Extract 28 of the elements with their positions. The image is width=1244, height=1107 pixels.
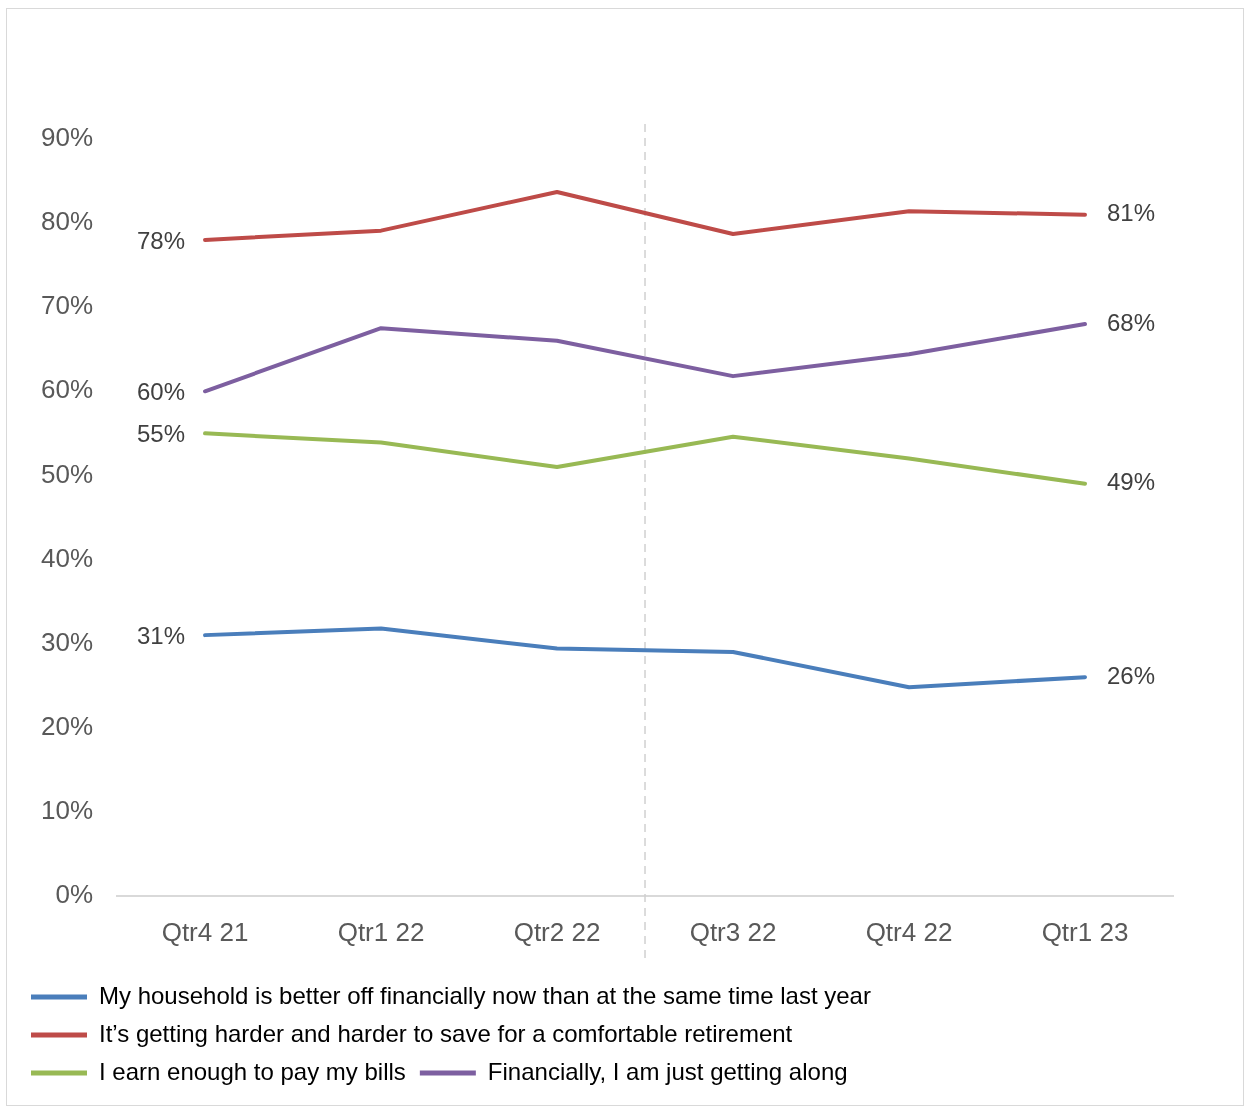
legend-label: It’s getting harder and harder to save for a comfortable retirement <box>99 1019 793 1047</box>
data-label: 81% <box>1107 199 1156 227</box>
data-label: 60% <box>136 377 186 405</box>
legend-label: My household is better off financially now than at the same time last year <box>99 981 871 1009</box>
y-tick-label: 80% <box>40 206 94 237</box>
y-tick-label: 50% <box>40 458 94 489</box>
y-tick-label: 0% <box>55 878 94 909</box>
x-tick-label: Qtr1 23 <box>1041 916 1129 947</box>
x-tick-label: Qtr4 21 <box>161 916 249 947</box>
y-tick-label: 20% <box>40 710 94 741</box>
y-tick-label: 40% <box>40 542 94 573</box>
data-label: 68% <box>1107 308 1156 336</box>
legend-label: I earn enough to pay my bills <box>99 1057 406 1085</box>
y-tick-label: 30% <box>40 626 94 657</box>
data-label: 31% <box>136 621 186 649</box>
y-tick-label: 90% <box>40 122 94 153</box>
y-tick-label: 70% <box>40 290 94 321</box>
x-tick-label: Qtr3 22 <box>689 916 777 947</box>
x-tick-label: Qtr2 22 <box>513 916 601 947</box>
y-tick-label: 10% <box>40 794 94 825</box>
x-tick-label: Qtr4 22 <box>865 916 953 947</box>
data-label: 78% <box>136 226 186 254</box>
legend-label: Financially, I am just getting along <box>487 1057 848 1085</box>
data-label: 49% <box>1107 468 1156 496</box>
x-tick-label: Qtr1 22 <box>337 916 425 947</box>
data-label: 26% <box>1107 661 1156 689</box>
data-label: 55% <box>136 419 186 447</box>
y-tick-label: 60% <box>40 374 94 405</box>
